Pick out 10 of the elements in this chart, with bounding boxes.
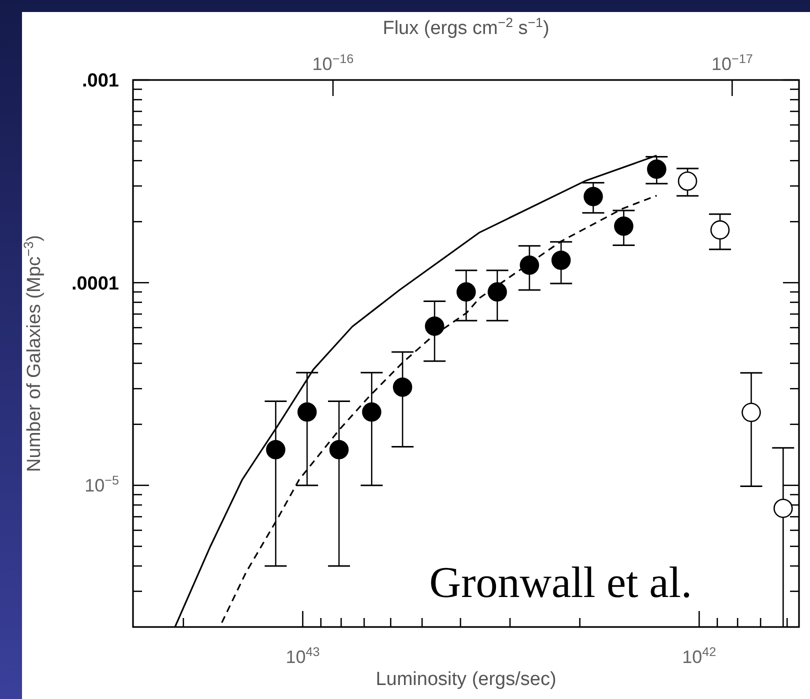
- x-axis-title: Luminosity (ergs/sec): [376, 669, 556, 690]
- x-tick-label: 10$^{42}$: [682, 645, 716, 667]
- x2-tick-label: 10$^{−17}$: [711, 52, 753, 74]
- y-tick-label: 10$^{−5}$: [84, 474, 119, 496]
- y-tick-label: .001: [82, 70, 120, 92]
- x-tick-label: 10$^{43}$: [286, 645, 320, 667]
- x2-tick-label: 10$^{−16}$: [312, 52, 354, 74]
- annotation: Gronwall et al.: [429, 558, 692, 607]
- y-tick-label: .0001: [71, 273, 120, 294]
- x2-axis-title: Flux (ergs cm$^{−2}$ s$^{−1}$): [382, 14, 550, 39]
